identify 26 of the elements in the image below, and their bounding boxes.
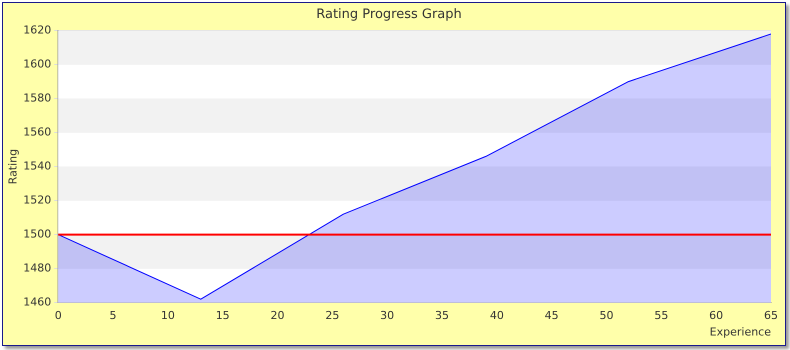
y-tick-label: 1520 [23, 193, 52, 206]
y-tick-label: 1600 [23, 57, 52, 70]
x-tick-label: 30 [380, 309, 394, 322]
y-tick-label: 1580 [23, 91, 52, 104]
x-tick-label: 20 [270, 309, 285, 322]
x-tick-label: 45 [544, 309, 559, 322]
y-axis-title: Rating [6, 148, 20, 184]
x-tick-label: 55 [654, 309, 668, 322]
x-tick-label: 35 [435, 309, 450, 322]
x-tick-label: 50 [600, 309, 614, 322]
x-tick-label: 0 [54, 309, 62, 322]
x-tick-label: 40 [490, 309, 504, 322]
x-tick-label: 25 [325, 309, 340, 322]
chart-title: Rating Progress Graph [316, 7, 462, 22]
y-tick-label: 1560 [23, 125, 52, 138]
x-tick-label: 10 [160, 309, 175, 322]
x-axis-title: Experience [710, 325, 772, 338]
y-tick-label: 1540 [23, 159, 52, 172]
y-tick-label: 1460 [23, 295, 52, 308]
x-tick-label: 5 [110, 309, 117, 322]
x-tick-label: 15 [216, 309, 230, 322]
y-tick-label: 1620 [23, 23, 52, 36]
x-tick-label: 65 [764, 309, 778, 322]
y-tick-label: 1480 [23, 261, 52, 274]
y-tick-label: 1500 [23, 227, 52, 240]
x-tick-label: 60 [709, 309, 724, 322]
